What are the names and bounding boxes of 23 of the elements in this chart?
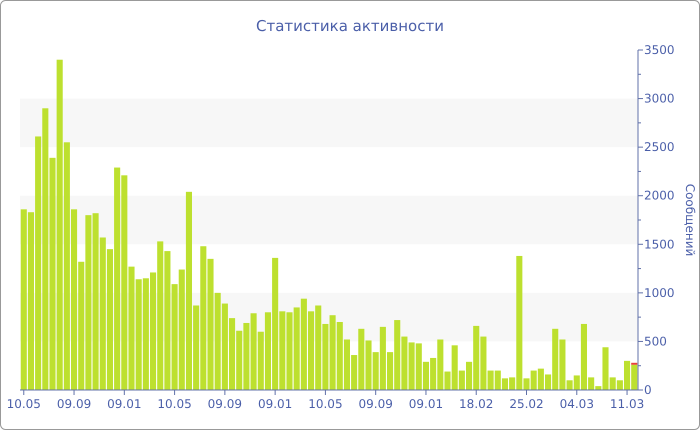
- y-tick-label: 1000: [644, 286, 675, 300]
- y-tick-label: 3000: [644, 92, 675, 106]
- x-tick-label: 25.02: [509, 397, 544, 411]
- x-tick-label: 10.05: [157, 397, 192, 411]
- x-tick-label: 09.01: [408, 397, 444, 411]
- y-tick-label: 1500: [644, 237, 675, 252]
- y-tick-label: 2000: [644, 188, 675, 203]
- x-tick-label: 09.01: [107, 397, 142, 411]
- x-tick-label: 10.05: [308, 397, 343, 411]
- x-tick-label: 18.02: [459, 397, 494, 411]
- y-tick-label: 0: [644, 383, 652, 397]
- x-tick-label: 04.03: [560, 397, 594, 411]
- y-tick-label: 2500: [644, 140, 675, 154]
- y-tick-label: 500: [644, 334, 667, 348]
- x-tick-label: 09.09: [358, 397, 393, 411]
- x-tick-label: 10.05: [6, 397, 41, 411]
- x-tick-label: 09.09: [56, 397, 92, 411]
- y-axis-title: Сообщений: [683, 184, 697, 256]
- chart-title: Статистика активности: [256, 17, 444, 35]
- x-tick-label: 11.03: [610, 397, 644, 411]
- x-tick-label: 09.09: [208, 397, 242, 411]
- y-tick-label: 3500: [644, 43, 675, 57]
- x-tick-label: 09.01: [258, 397, 292, 411]
